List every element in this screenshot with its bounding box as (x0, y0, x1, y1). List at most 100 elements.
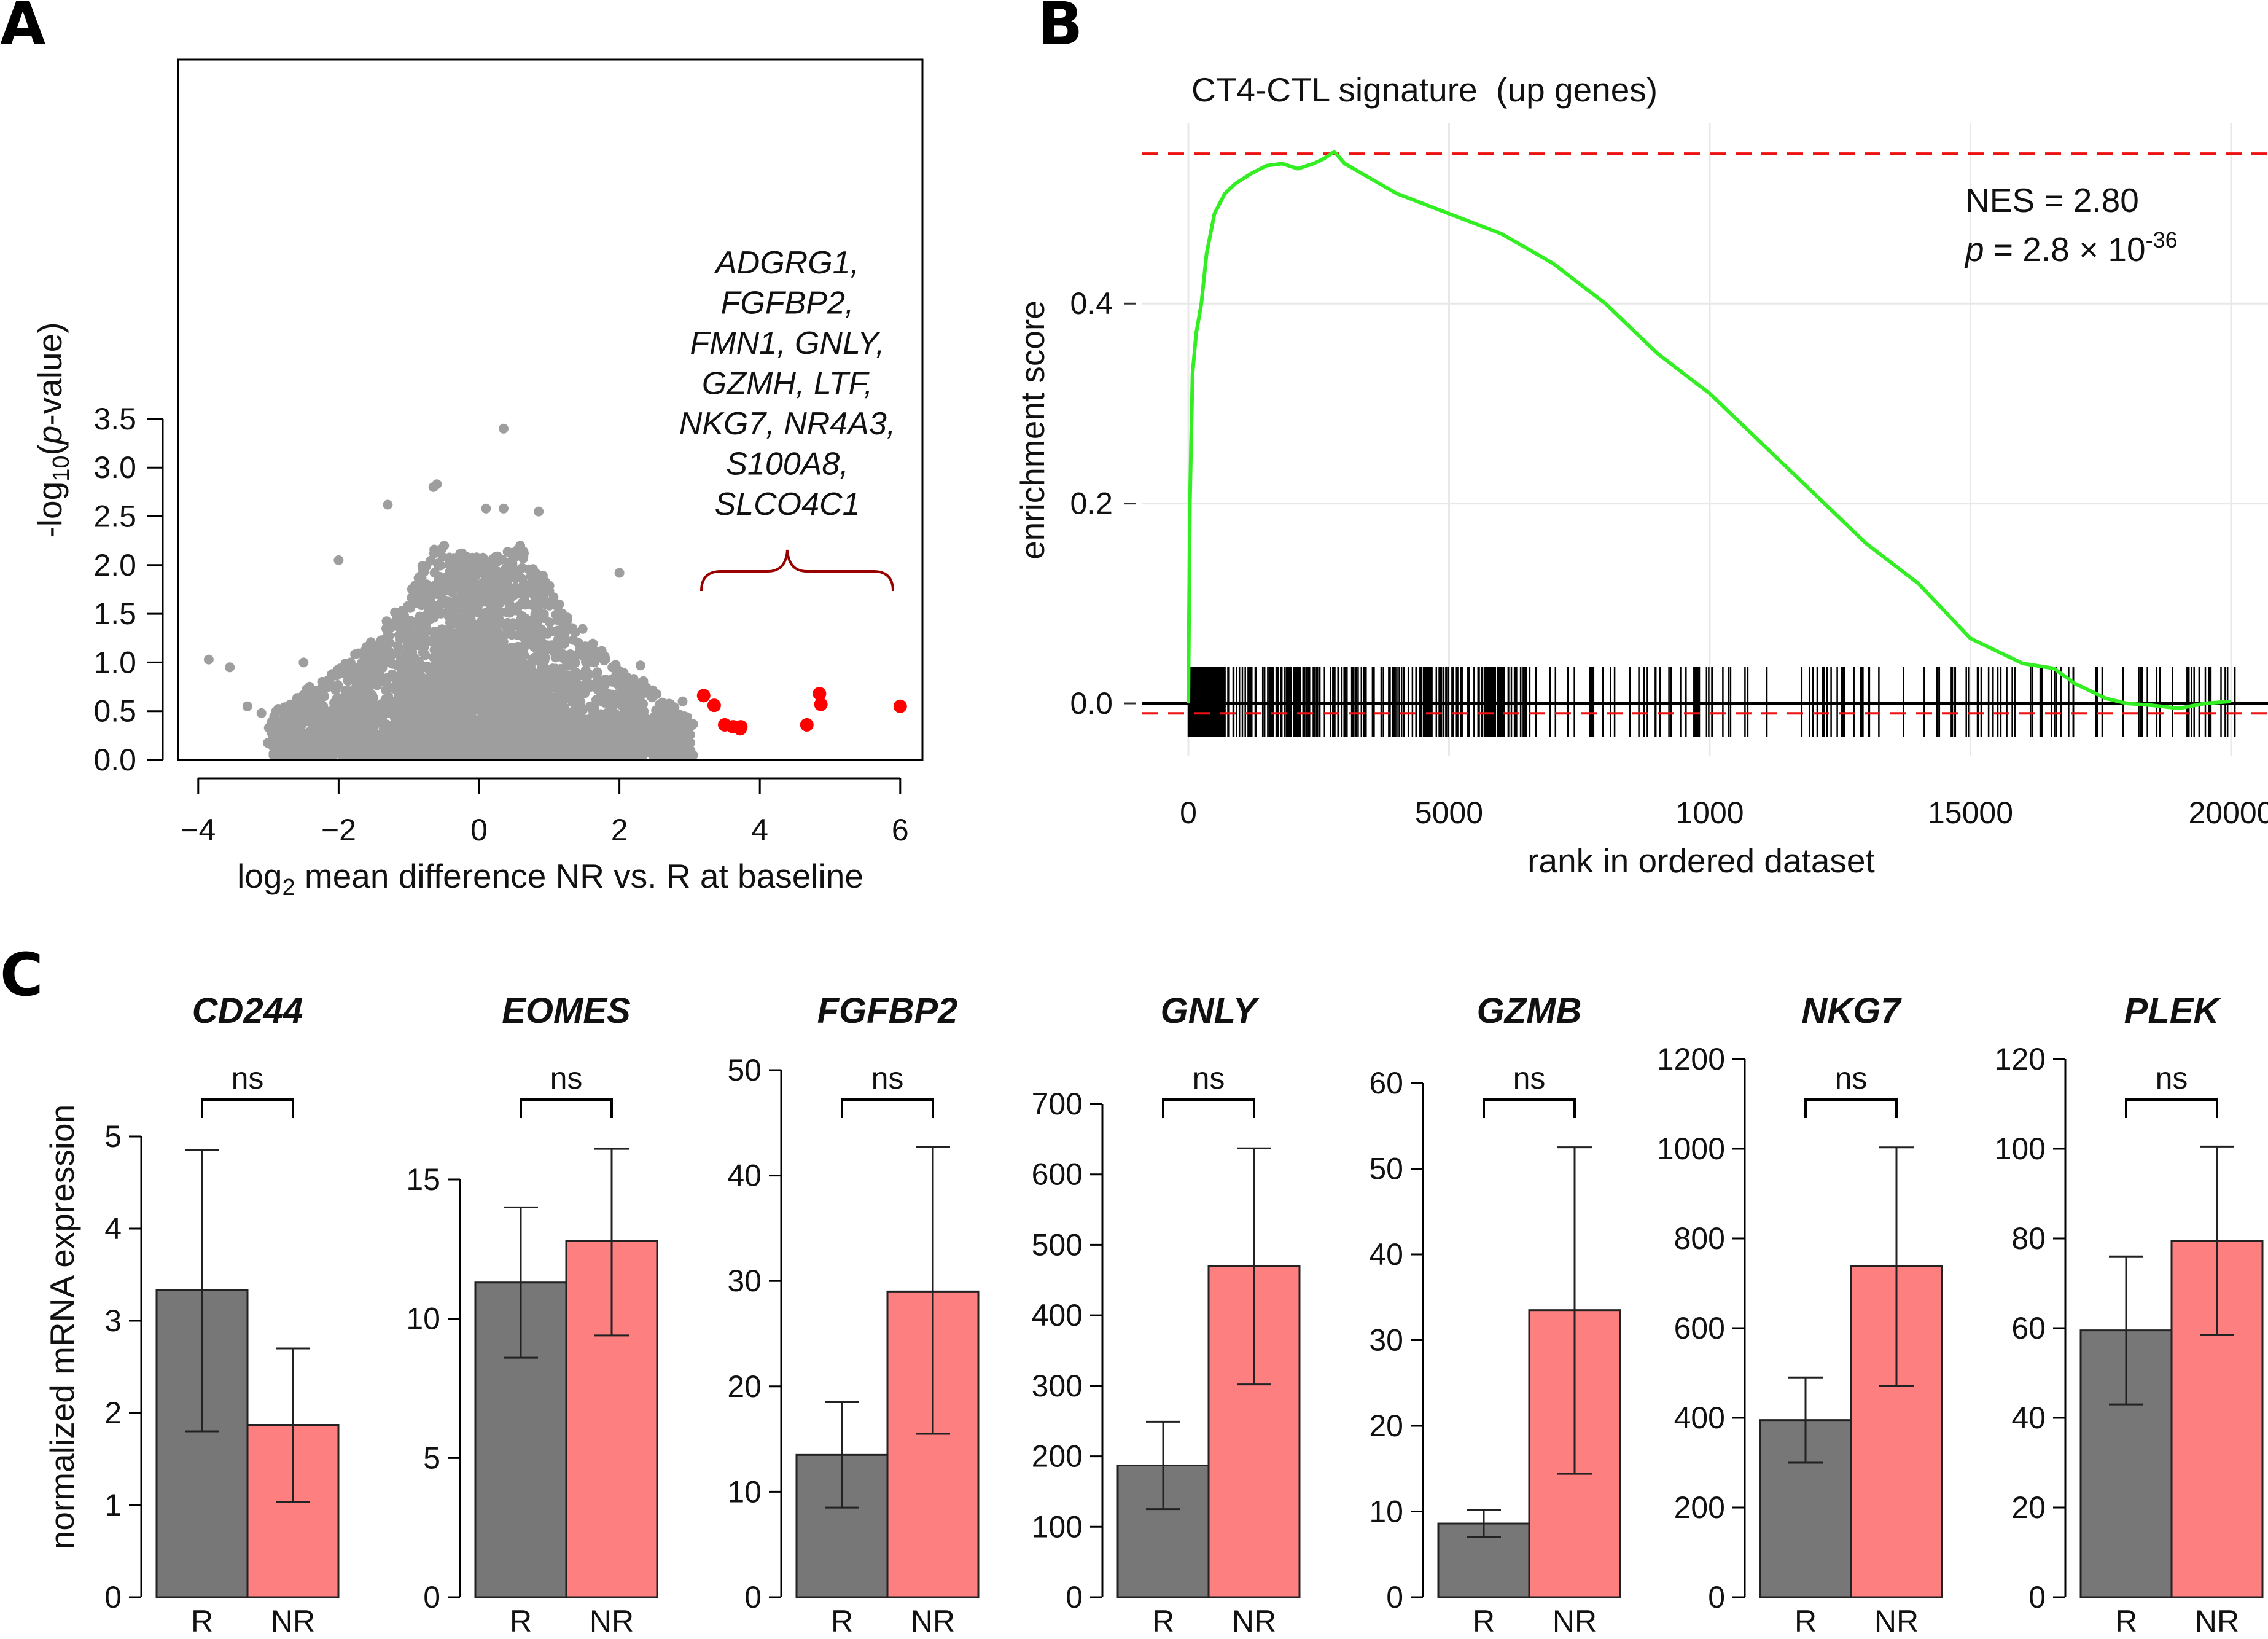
bar-y-tick-label: 700 (1032, 1087, 1083, 1121)
significance-label: ns (1835, 1061, 1868, 1095)
significance-bracket (2125, 1098, 2218, 1118)
bar-y-tick-label: 80 (2011, 1221, 2046, 1256)
error-bar-r (1467, 1509, 1501, 1538)
gene-title: GNLY (1161, 991, 1260, 1031)
gene-title: GZMB (1477, 991, 1582, 1031)
volcano-plot-frame (177, 58, 924, 761)
volcano-x-tick-label: 2 (611, 813, 628, 847)
bar-y-tick-label: 2 (104, 1396, 122, 1430)
bar-y-tick-label: 1 (104, 1488, 122, 1522)
gene-title: EOMES (502, 991, 631, 1031)
panel-c-bar-charts: C normalized mRNA expression CD244 0 1 2 3 4 5… (0, 941, 2264, 1638)
significance-bracket (201, 1098, 294, 1118)
gsea-x-tick-label: 20000 (2188, 796, 2268, 830)
highlighted-gene-point-9 (893, 699, 907, 713)
error-bar-nr (916, 1146, 950, 1435)
bar-y-tick-label: 1000 (1657, 1132, 1725, 1166)
bar-y-tick-label: 20 (727, 1369, 762, 1404)
bar-y-tick-label: 10 (1369, 1495, 1403, 1529)
significance-label: ns (2156, 1061, 2188, 1095)
bar-chart-plek: PLEK 0 20 40 60 80 100 120 R NR ns (1995, 991, 2264, 1638)
error-bar-r (1146, 1420, 1180, 1511)
volcano-x-tick-label: 6 (892, 813, 909, 847)
gsea-hits (1142, 149, 2268, 737)
bar-y-tick-label: 3 (104, 1304, 122, 1338)
significance-bracket (1162, 1098, 1255, 1118)
highlighted-gene-point-0 (696, 689, 711, 703)
significance-label: ns (550, 1061, 583, 1095)
category-label-nr: NR (1232, 1604, 1276, 1638)
volcano-axes: −4 −2 0 2 4 6 0.0 0.5 1.0 1.5 2.0 2.5 3.0 3.5 (93, 402, 908, 847)
bar-y-tick-label: 200 (1674, 1490, 1725, 1525)
bar-y-tick-label: 60 (1369, 1066, 1403, 1100)
bar-y-tick-label: 0 (1066, 1580, 1083, 1614)
bar-y-label: normalized mRNA expression (43, 1105, 81, 1549)
volcano-y-tick-label: 3.0 (93, 450, 136, 485)
highlighted-gene-name: FGFBP2, (721, 286, 854, 321)
bar-y-tick-label: 600 (1032, 1157, 1083, 1192)
gsea-x-tick-label: 0 (1180, 796, 1197, 830)
gsea-y-tick-label: 0.0 (1070, 686, 1113, 721)
bar-chart-cd244: CD244 0 1 2 3 4 5 R NR ns (104, 991, 340, 1638)
category-label-nr: NR (2195, 1604, 2239, 1638)
bar-y-tick-label: 0 (1708, 1580, 1725, 1614)
volcano-x-tick-label: −2 (321, 813, 356, 847)
category-label-r: R (1473, 1604, 1495, 1638)
bar-y-tick-label: 40 (727, 1159, 762, 1193)
bar-y-tick-label: 20 (2011, 1490, 2046, 1525)
gsea-y-tick-label: 0.4 (1070, 286, 1113, 321)
gene-bar-charts: CD244 0 1 2 3 4 5 R NR ns EOMES 0 5 10 15 R NR ns FGFBP2 0 1… (104, 991, 2264, 1638)
gene-bracket (700, 549, 894, 592)
highlighted-gene-point-6 (800, 718, 814, 732)
highlighted-gene-point-1 (707, 698, 721, 713)
bar-y-tick-label: 400 (1032, 1298, 1083, 1332)
significance-label: ns (1193, 1061, 1225, 1095)
error-bar-r (2109, 1255, 2143, 1406)
category-label-nr: NR (911, 1604, 955, 1638)
bar-y-tick-label: 500 (1032, 1227, 1083, 1262)
category-label-r: R (831, 1604, 853, 1638)
panel-a-volcano-plot: A −4 −2 0 2 4 6 0.0 0.5 1.0 1.5 2.0 2.5 3.0 3.5 -log1… (0, 0, 924, 901)
error-bar-nr (1879, 1146, 1914, 1387)
panel-label-b: B (1038, 0, 1083, 58)
significance-label: ns (1513, 1061, 1546, 1095)
category-label-r: R (510, 1604, 532, 1638)
volcano-x-label: log2 mean difference NR vs. R at baselin… (237, 857, 863, 901)
highlighted-gene-name: FMN1, GNLY, (690, 326, 885, 361)
category-label-nr: NR (1553, 1604, 1597, 1638)
bar-y-tick-label: 5 (104, 1119, 122, 1154)
volcano-y-tick-label: 1.5 (93, 597, 136, 631)
bar-y-tick-label: 0 (104, 1580, 122, 1614)
significance-bracket (520, 1098, 613, 1118)
bar-y-tick-label: 4 (104, 1211, 122, 1246)
gsea-x-tick-label: 1000 (1675, 796, 1744, 830)
error-bar-r (1788, 1376, 1823, 1464)
panel-b-gsea-plot: B CT4-CTL signature (up genes) 0 5000 1000… (1013, 0, 2268, 880)
category-label-nr: NR (590, 1604, 634, 1638)
bar-chart-gzmb: GZMB 0 10 20 30 40 50 60 R NR ns (1369, 991, 1621, 1638)
volcano-y-tick-label: 2.5 (93, 499, 136, 534)
gene-title: CD244 (192, 991, 303, 1031)
bar-y-tick-label: 30 (727, 1264, 762, 1298)
enrichment-score-curve (1187, 149, 2232, 711)
significance-bracket (1804, 1098, 1898, 1118)
bar-y-tick-label: 200 (1032, 1439, 1083, 1474)
bar-chart-eomes: EOMES 0 5 10 15 R NR ns (406, 991, 658, 1638)
bar-chart-fgfbp2: FGFBP2 0 10 20 30 40 50 R NR ns (727, 991, 980, 1638)
bar-y-tick-label: 800 (1674, 1221, 1725, 1256)
volcano-y-tick-label: 0.0 (93, 743, 136, 777)
bar-nr (246, 1424, 340, 1598)
bar-y-tick-label: 40 (2011, 1401, 2046, 1435)
bar-y-tick-label: 0 (423, 1580, 440, 1614)
bar-y-tick-label: 100 (1995, 1132, 2046, 1166)
bar-y-tick-label: 0 (744, 1580, 762, 1614)
volcano-y-tick-label: 2.0 (93, 548, 136, 582)
volcano-y-tick-label: 1.0 (93, 645, 136, 679)
significance-label: ns (871, 1061, 904, 1095)
significance-bracket (1483, 1098, 1576, 1118)
gsea-x-tick-label: 15000 (1928, 796, 2013, 830)
gsea-y-tick-label: 0.2 (1070, 487, 1113, 521)
gsea-x-label: rank in ordered dataset (1527, 842, 1875, 880)
category-label-r: R (1152, 1604, 1174, 1638)
